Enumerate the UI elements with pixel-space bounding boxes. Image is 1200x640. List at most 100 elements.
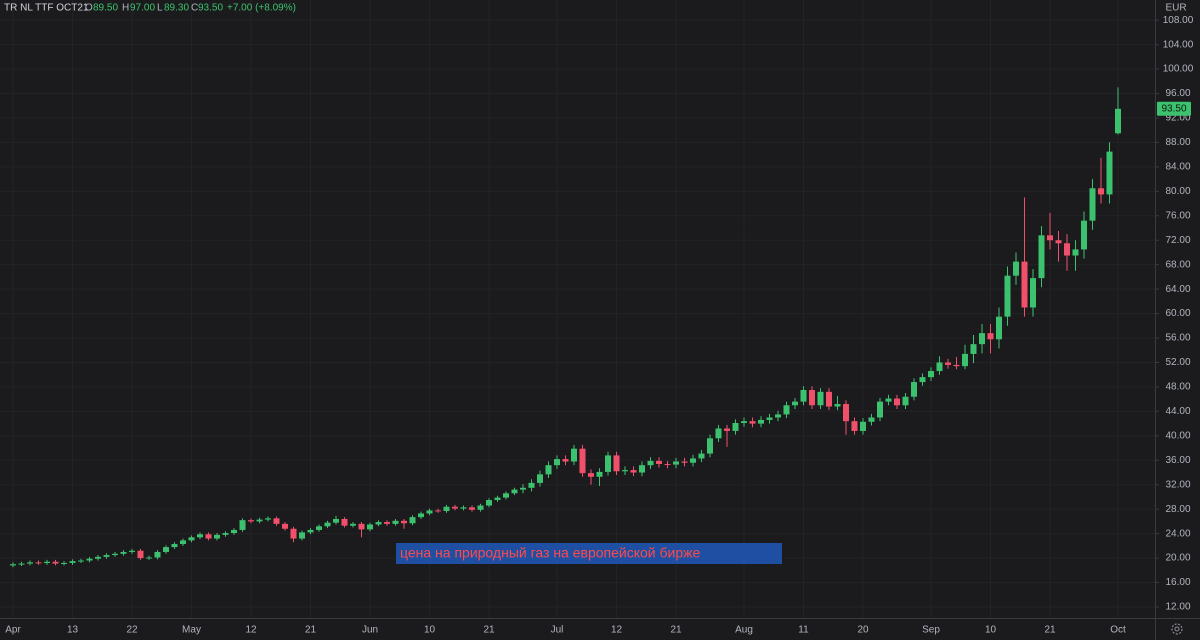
price-tag-label: 93.50 [1161,103,1186,114]
x-tick-label: 21 [483,625,495,636]
candle-body [639,465,645,473]
candle-body [1089,188,1096,221]
y-tick-label: 104.00 [1163,39,1194,50]
candle-body [61,562,67,564]
candle-body [656,460,662,464]
candle-body [1106,151,1113,195]
candle-body [78,560,84,562]
candle-body [231,529,237,534]
x-tick-label: Aug [735,625,753,636]
candle-body [443,506,450,512]
candle-body [324,522,331,527]
y-tick-label: 60.00 [1165,308,1190,319]
x-tick-label: 13 [67,625,79,636]
candle-body [596,471,603,477]
candle-body [537,474,543,483]
candle-body [970,344,977,354]
candle-body [1004,275,1011,317]
x-tick-label: 12 [611,625,623,636]
high-value: 97.00 [130,3,155,14]
candle-body [1055,240,1062,244]
x-tick-label: 10 [424,625,436,636]
x-tick-label: Sep [922,625,940,636]
candle-body [290,528,297,539]
candle-body [299,532,305,539]
candle-body [732,423,739,431]
x-tick-label: Oct [1110,625,1126,636]
symbol: TR NL TTF OCT21 [4,3,89,14]
candle-body [248,520,254,522]
candle-body [724,428,730,431]
candle-body [1098,188,1104,195]
candle-body [894,398,900,406]
candle-body [239,520,246,530]
candle-body [919,377,926,383]
candle-body [622,470,628,472]
candle-body [197,534,203,538]
candle-body [809,389,815,406]
candle-body [528,482,535,488]
y-tick-label: 92.00 [1165,113,1190,124]
candle-body [163,547,169,552]
candle-body [741,421,747,424]
candle-body [214,534,220,539]
candle-body [690,458,696,463]
y-tick-label: 24.00 [1165,528,1190,539]
x-tick-label: 12 [245,625,257,636]
low-value: 89.30 [164,3,189,14]
x-tick-label: 21 [1044,625,1056,636]
y-tick-label: 68.00 [1165,259,1190,270]
y-tick-label: 40.00 [1165,430,1190,441]
candle-body [358,523,365,530]
candle-body [401,520,407,524]
y-tick-label: 84.00 [1165,162,1190,173]
settings-icon[interactable] [1171,623,1183,635]
y-tick-label: 48.00 [1165,382,1190,393]
y-tick-label: 44.00 [1165,406,1190,417]
candle-body [477,505,484,510]
candle-body [171,544,178,548]
candle-body [435,510,441,512]
candle-body [579,448,586,474]
y-tick-label: 12.00 [1165,602,1190,613]
candle-body [409,517,416,524]
y-tick-label: 36.00 [1165,455,1190,466]
x-tick-label: 21 [305,625,317,636]
candle-body [979,333,985,345]
x-tick-label: 21 [670,625,682,636]
candle-body [460,507,467,509]
candle-body [146,557,152,559]
y-tick-label: 100.00 [1163,64,1194,75]
candle-body [987,333,994,340]
candle-body [273,518,280,524]
x-tick-label: 10 [985,625,997,636]
candle-body [885,398,892,402]
field-letter: L [157,3,163,14]
candle-body [129,550,135,552]
candle-body [911,382,917,397]
y-tick-label: 80.00 [1165,186,1190,197]
candle-body [936,362,943,372]
candle-body [350,523,356,526]
axes: 12.00 16.00 20.00 24.00 28.00 32.00 36.00 40.00… [5,15,1194,636]
candle-body [520,487,526,490]
candle-body [375,522,382,525]
y-tick-label: 96.00 [1165,88,1190,99]
y-tick-label: 28.00 [1165,504,1190,515]
y-tick-label: 52.00 [1165,357,1190,368]
candle-body [103,555,110,557]
candle-body [877,401,883,418]
candle-body [800,389,807,402]
candle-body [962,353,968,367]
y-tick-label: 108.00 [1163,15,1194,26]
candle-body [392,520,399,524]
candle-body [1064,243,1070,256]
candle-body [503,493,509,498]
candle-body [307,529,314,533]
candle-body [843,404,849,422]
candle-body [137,550,144,559]
candle-body [1038,235,1045,279]
candle-body [868,417,875,422]
candle-body [426,510,433,514]
candle-body [630,470,637,473]
